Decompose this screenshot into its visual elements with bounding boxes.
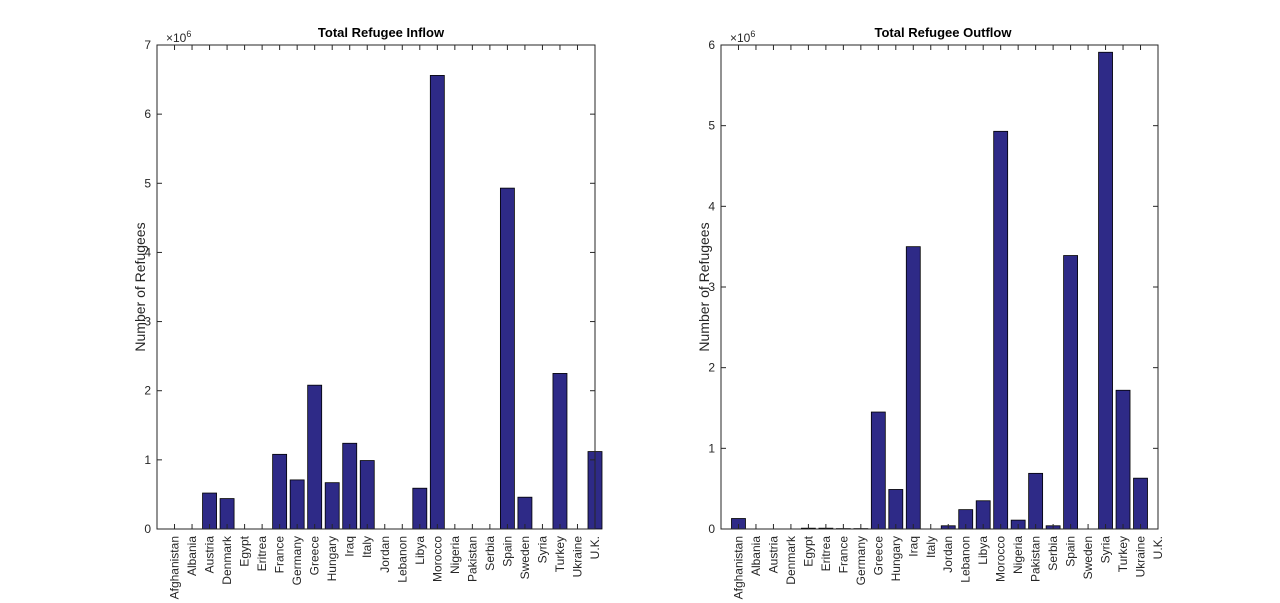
y-tick-label: 5 xyxy=(708,119,715,133)
x-tick-label: Albania xyxy=(185,536,199,576)
bar-pakistan xyxy=(1028,472,1044,530)
bar-turkey xyxy=(1115,389,1131,530)
y-tick-label: 4 xyxy=(144,245,151,259)
x-tick-label: Italy xyxy=(924,536,938,558)
x-tick-label: Hungary xyxy=(325,536,339,581)
inflow-chart: Total Refugee Inflow Number of Refugees … xyxy=(132,25,603,599)
x-tick-label: Pakistan xyxy=(465,536,479,582)
y-tick-label: 2 xyxy=(144,384,151,398)
x-tick-label: Iraq xyxy=(343,536,357,557)
x-tick-label: Austria xyxy=(203,536,217,574)
x-tick-label: Spain xyxy=(500,536,514,567)
x-tick-label: Hungary xyxy=(889,536,903,581)
bar-hungary xyxy=(324,482,340,530)
bar-libya xyxy=(412,487,428,530)
bar-iraq xyxy=(342,442,358,530)
x-tick-label: U.K. xyxy=(588,536,602,559)
x-tick-label: Egypt xyxy=(801,535,815,566)
x-tick-label: Lebanon xyxy=(959,536,973,583)
x-tick-label: Eritrea xyxy=(255,536,269,572)
y-exponent-label: ×106 xyxy=(730,29,755,45)
bar-france xyxy=(272,453,288,530)
x-tick-label: Ukraine xyxy=(1134,536,1148,578)
x-tick-label: Italy xyxy=(360,536,374,558)
x-tick-label: U.K. xyxy=(1151,536,1165,559)
x-tick-label: Lebanon xyxy=(395,536,409,583)
bar-spain xyxy=(499,187,515,530)
y-axis-label: Number of Refugees xyxy=(696,222,712,351)
y-tick-label: 5 xyxy=(144,176,151,190)
x-tick-label: Afghanistan xyxy=(731,536,745,599)
x-tick-label: Sweden xyxy=(1081,536,1095,579)
x-tick-label: Egypt xyxy=(238,535,252,566)
chart-title: Total Refugee Outflow xyxy=(875,25,1013,40)
x-tick-label: Turkey xyxy=(553,536,567,572)
x-tick-label: Nigeria xyxy=(448,536,462,574)
y-tick-label: 6 xyxy=(708,38,715,52)
y-tick-label: 0 xyxy=(708,522,715,536)
x-tick-label: Spain xyxy=(1064,536,1078,567)
bar-hungary xyxy=(888,489,904,530)
x-tick-label: Albania xyxy=(749,536,763,576)
y-tick-label: 2 xyxy=(708,361,715,375)
x-tick-label: France xyxy=(836,536,850,574)
x-tick-label: Afghanistan xyxy=(168,536,182,599)
x-tick-label: Turkey xyxy=(1116,536,1130,572)
bar-italy xyxy=(359,460,375,530)
bar-greece xyxy=(307,384,323,530)
bar-germany xyxy=(289,479,305,530)
x-tick-label: Morocco xyxy=(994,536,1008,582)
bar-morocco xyxy=(429,75,445,530)
x-tick-label: Eritrea xyxy=(819,536,833,572)
x-tick-label: Denmark xyxy=(784,535,798,585)
x-tick-label: Austria xyxy=(766,536,780,574)
outflow-chart: Total Refugee Outflow Number of Refugees… xyxy=(696,25,1165,599)
y-tick-label: 6 xyxy=(144,107,151,121)
x-tick-label: Serbia xyxy=(1046,536,1060,571)
y-tick-label: 0 xyxy=(144,522,151,536)
bar-syria xyxy=(1098,51,1113,530)
bar-spain xyxy=(1063,255,1078,530)
y-tick-label: 1 xyxy=(144,453,151,467)
bar-morocco xyxy=(993,130,1009,530)
x-tick-label: Greece xyxy=(871,536,885,576)
x-tick-label: Syria xyxy=(1099,536,1113,564)
x-tick-label: Nigeria xyxy=(1011,536,1025,574)
x-tick-label: Syria xyxy=(535,536,549,564)
x-tick-label: Serbia xyxy=(483,536,497,571)
x-tick-label: Jordan xyxy=(941,536,955,573)
y-tick-label: 3 xyxy=(708,280,715,294)
x-tick-label: Ukraine xyxy=(570,536,584,578)
bar-austria xyxy=(202,492,217,530)
x-tick-label: Libya xyxy=(976,536,990,565)
y-tick-label: 4 xyxy=(708,199,715,213)
x-tick-label: Iraq xyxy=(906,536,920,557)
bar-iraq xyxy=(905,246,921,530)
x-tick-label: Denmark xyxy=(220,535,234,585)
x-tick-label: Libya xyxy=(413,536,427,565)
y-exponent-label: ×106 xyxy=(166,29,191,45)
bar-turkey xyxy=(552,373,568,530)
x-tick-label: Germany xyxy=(854,536,868,585)
plot-area-box xyxy=(156,44,596,530)
bar-ukraine xyxy=(1133,477,1148,530)
x-tick-label: Sweden xyxy=(518,536,532,579)
y-tick-label: 7 xyxy=(144,38,151,52)
x-tick-label: Greece xyxy=(308,536,322,576)
chart-title: Total Refugee Inflow xyxy=(318,25,445,40)
x-tick-label: Morocco xyxy=(430,536,444,582)
bar-greece xyxy=(870,411,886,530)
x-tick-label: Jordan xyxy=(378,536,392,573)
y-tick-label: 1 xyxy=(708,441,715,455)
x-tick-label: Germany xyxy=(290,536,304,585)
x-tick-label: Pakistan xyxy=(1029,536,1043,582)
y-tick-label: 3 xyxy=(144,315,151,329)
y-axis-label: Number of Refugees xyxy=(132,222,148,351)
x-tick-label: France xyxy=(273,536,287,574)
